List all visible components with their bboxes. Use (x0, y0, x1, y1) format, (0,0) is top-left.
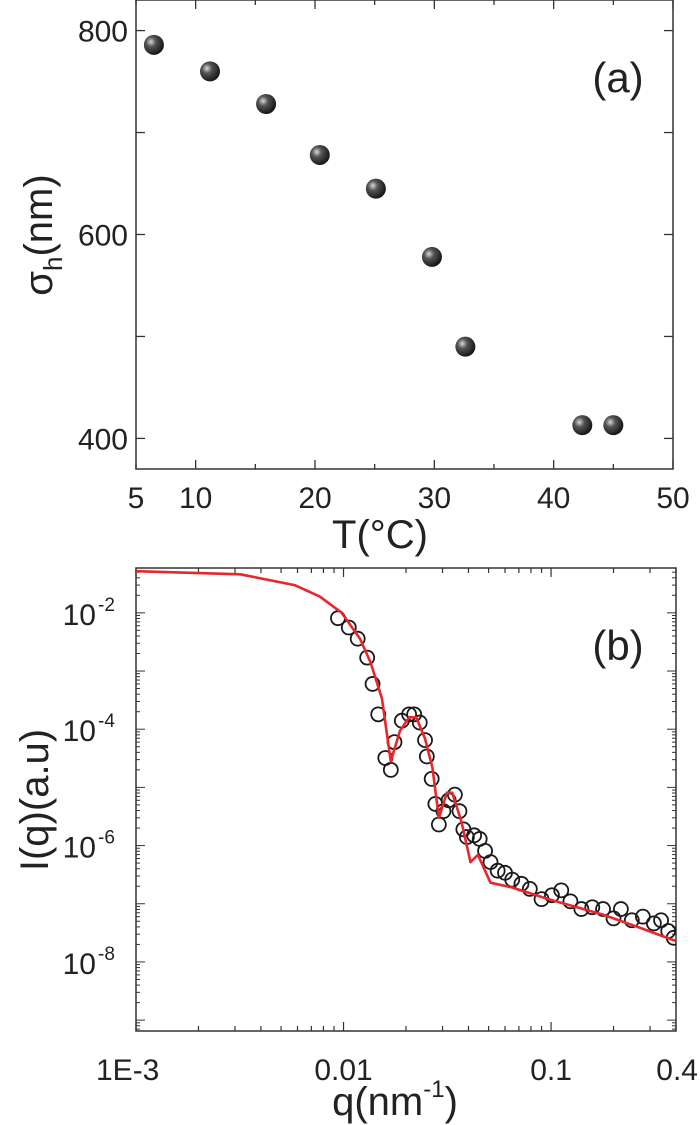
data-point (612, 901, 629, 917)
data-point (340, 619, 357, 636)
fit-curve (136, 569, 676, 943)
data-point (143, 34, 164, 55)
panel-a-label: (a) (592, 54, 643, 101)
panel-b-xlabel: q(nm-1) (332, 1076, 458, 1124)
x-tick-label: 0.1 (530, 1054, 572, 1087)
data-point (364, 676, 381, 692)
data-point (645, 915, 662, 932)
data-point (382, 761, 399, 778)
data-point (544, 887, 560, 904)
panel-a-xlabel: T(°C) (332, 513, 428, 557)
data-point (623, 912, 640, 929)
plot-area (136, 569, 676, 946)
y-tick-label: 800 (78, 16, 128, 49)
data-point (653, 912, 669, 929)
x-tick-label: 5 (128, 482, 145, 515)
x-tick-label: 30 (418, 482, 451, 515)
data-point (489, 862, 506, 879)
panel-b: 1E-3 0.01 0.1 0.410-210-410-610-8 (63, 567, 698, 1087)
data-point (401, 706, 418, 723)
x-tick-label: 0.01 (314, 1054, 372, 1087)
x-tick-label: 50 (656, 482, 689, 515)
data-point (256, 93, 277, 114)
y-tick-label: 10 (63, 715, 96, 748)
data-point (430, 816, 447, 833)
y-tick-label-exponent: -2 (98, 595, 115, 616)
y-tick-label: 600 (78, 220, 128, 253)
data-point (562, 893, 579, 910)
data-point (423, 770, 440, 787)
y-tick-label-exponent: -4 (98, 711, 115, 732)
data-point (421, 246, 442, 267)
y-tick-label-exponent: -8 (98, 944, 115, 965)
y-tick-label: 10 (63, 948, 96, 981)
data-point (584, 899, 601, 916)
y-tick-label-exponent: -6 (98, 828, 115, 849)
data-point (603, 415, 624, 436)
data-point (406, 706, 423, 723)
x-tick-label: 20 (298, 482, 331, 515)
data-point (349, 630, 366, 647)
data-point (365, 178, 386, 199)
data-point (553, 882, 570, 899)
panel-a-ylabel: σh(nm) (17, 174, 68, 295)
data-point (595, 901, 611, 917)
panel-a: 5 10 20 30 40 50 400 600 800 (78, 0, 690, 515)
x-tick-label: 40 (537, 482, 570, 515)
x-tick-label: 10 (179, 482, 212, 515)
y-tick-label: 10 (63, 599, 96, 632)
y-tick-label: 10 (63, 832, 96, 865)
x-tick-label: 1E-3 (96, 1054, 159, 1087)
data-point (411, 714, 428, 731)
data-point (573, 901, 590, 917)
data-point (521, 881, 538, 897)
data-point (359, 649, 376, 666)
x-tick-label: 0.4 (656, 1054, 698, 1087)
panel-b-label: (b) (592, 622, 643, 669)
data-point (309, 144, 330, 165)
y-tick-label: 400 (78, 423, 128, 456)
data-point (572, 415, 593, 436)
data-point (482, 854, 499, 870)
data-point (417, 732, 433, 748)
data-point (455, 336, 476, 357)
data-point (199, 61, 220, 82)
panel-b-ylabel: I(q)(a.u) (13, 729, 57, 871)
